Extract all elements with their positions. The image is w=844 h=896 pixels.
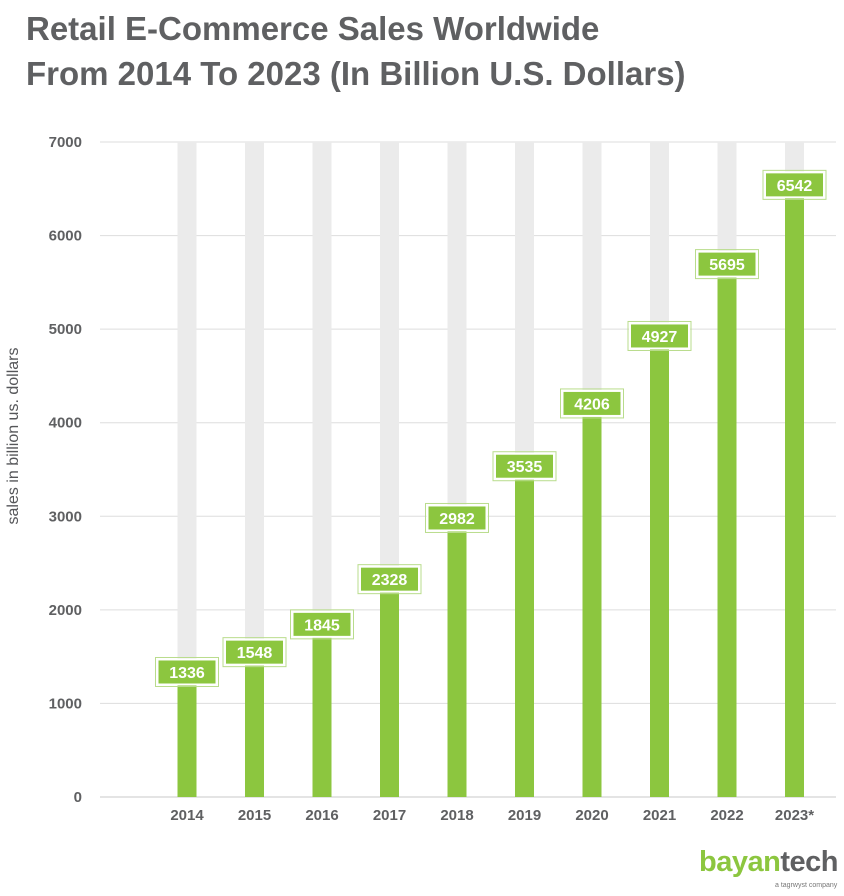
x-tick-label: 2023* (775, 807, 814, 824)
y-tick-label: 1000 (49, 695, 82, 712)
bars (177, 184, 804, 797)
data-label: 5695 (709, 257, 745, 274)
x-tick-label: 2019 (508, 807, 541, 824)
data-label: 2328 (372, 572, 408, 589)
x-tick-label: 2017 (373, 807, 406, 824)
x-tick-label: 2016 (305, 807, 338, 824)
data-label-border (695, 249, 759, 280)
data-labels: 1336 1548 1845 2328 2982 3535 4206 4927 5695 6542 (155, 169, 827, 687)
bar (177, 671, 197, 797)
y-axis-ticks: 0 1000 2000 3000 4000 5000 6000 7000 (49, 134, 82, 806)
x-tick-label: 2020 (575, 807, 608, 824)
data-label: 1336 (169, 665, 205, 682)
data-label-border (222, 637, 287, 668)
data-label-border (762, 169, 827, 200)
bar (447, 517, 467, 797)
bar (785, 184, 804, 797)
x-tick-label: 2022 (710, 807, 743, 824)
data-label-box (156, 658, 218, 686)
bar (380, 579, 399, 797)
y-tick-label: 7000 (49, 134, 82, 151)
data-label-box (291, 610, 353, 638)
data-label: 1845 (304, 617, 340, 634)
logo-tagline: a tagrwyst company (775, 882, 838, 889)
logo-text-part2: tech (780, 846, 838, 878)
bar (582, 403, 602, 797)
x-tick-label: 2014 (170, 807, 204, 824)
bar (312, 624, 332, 797)
background-bar (177, 142, 197, 797)
data-label-box (494, 452, 555, 480)
y-tick-label: 4000 (49, 415, 82, 432)
y-tick-label: 0 (74, 789, 82, 806)
y-tick-label: 2000 (49, 602, 82, 619)
x-tick-label: 2018 (440, 807, 473, 824)
y-tick-label: 3000 (49, 508, 82, 525)
data-label-border (627, 320, 692, 351)
bar (515, 466, 534, 797)
data-label-border (155, 656, 219, 687)
data-label: 6542 (777, 178, 813, 195)
data-label-box (359, 565, 420, 593)
background-bar (245, 142, 264, 797)
data-label-border (560, 388, 624, 419)
data-label-box (764, 171, 825, 199)
bayantech-logo: bayantech (699, 846, 838, 878)
y-tick-label: 5000 (49, 321, 82, 338)
data-label-box (696, 250, 758, 278)
x-axis-ticks: 2014 2015 2016 2017 2018 2019 2020 2021 2022 2023… (170, 807, 814, 824)
data-label-box (561, 389, 623, 417)
bar (717, 264, 737, 797)
data-label: 1548 (237, 645, 273, 662)
data-label-box (426, 504, 488, 532)
data-label-border (290, 609, 354, 640)
data-label: 4206 (574, 396, 610, 413)
logo-text-part1: bayan (699, 846, 781, 878)
data-label-border (492, 451, 557, 482)
chart-title: Retail E-Commerce Sales Worldwide From 2… (26, 10, 686, 92)
data-label: 3535 (507, 459, 543, 476)
y-axis-label: sales in billion us. dollars (5, 347, 22, 525)
x-tick-label: 2015 (238, 807, 271, 824)
data-label-box (629, 322, 690, 350)
data-label: 2982 (439, 511, 475, 528)
data-label-border (425, 502, 489, 533)
data-label-border (357, 564, 422, 595)
bar (245, 652, 264, 797)
bar (650, 335, 669, 797)
background-bars (177, 142, 804, 797)
x-tick-label: 2021 (643, 807, 676, 824)
data-label: 4927 (642, 329, 678, 346)
data-label-box (224, 638, 285, 666)
y-tick-label: 6000 (49, 228, 82, 245)
